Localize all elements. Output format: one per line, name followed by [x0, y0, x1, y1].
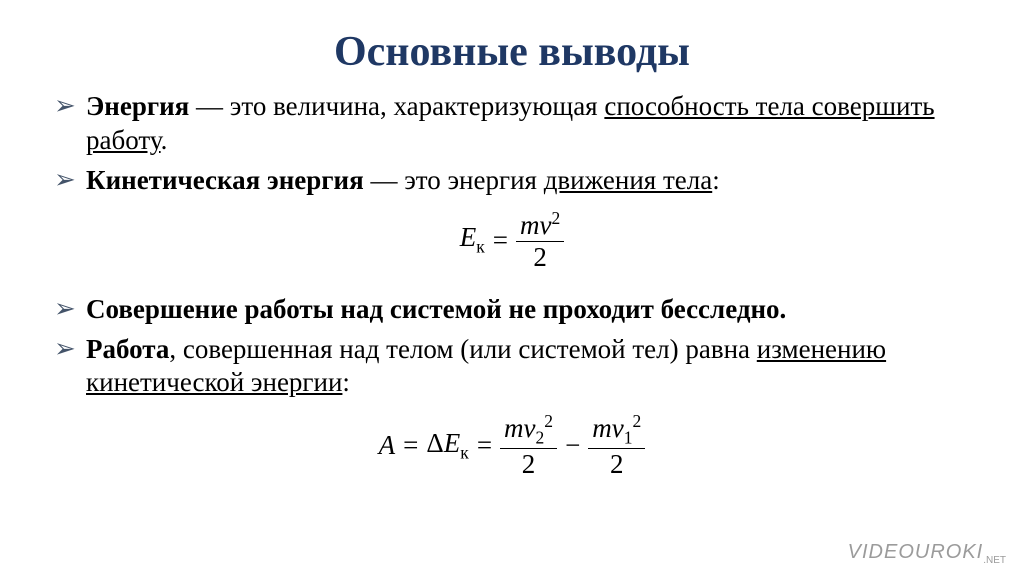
bullet-lead: Энергия	[86, 91, 189, 121]
f2-eq1: =	[403, 430, 418, 461]
f2-E: E	[444, 428, 461, 458]
bullet-tail: :	[712, 165, 720, 195]
list-item: Совершение работы над системой не проход…	[50, 293, 974, 327]
f2-t1v: v	[612, 413, 624, 443]
bullet-lead: Работа	[86, 334, 169, 364]
f2-t2m: m	[504, 413, 524, 443]
f1-m: m	[520, 210, 540, 240]
bullet-lead: Кинетическая энергия	[86, 165, 364, 195]
f1-eq: =	[493, 225, 508, 256]
f2-t1sup: 2	[633, 411, 642, 431]
f1-E: E	[460, 222, 477, 252]
bullet-mid: — это энергия	[364, 165, 544, 195]
slide-title: Основные выводы	[50, 28, 974, 76]
bullet-underlined: движения тела	[544, 165, 713, 195]
f2-t1den: 2	[588, 448, 645, 478]
f1-sup: 2	[551, 208, 560, 228]
watermark: VIDEOUROKI.NET	[848, 541, 1006, 566]
f2-A: A	[379, 430, 396, 461]
f2-delta: Δ	[426, 428, 443, 458]
f1-v: v	[540, 210, 552, 240]
list-item: Энергия — это величина, характеризующая …	[50, 90, 974, 158]
f2-Esub: к	[460, 442, 469, 462]
bullet-list: Энергия — это величина, характеризующая …	[50, 90, 974, 197]
bullet-mid: — это величина, характеризующая	[189, 91, 604, 121]
f1-sub: к	[476, 237, 485, 257]
slide: Основные выводы Энергия — это величина, …	[0, 0, 1024, 574]
f2-frac1: mv12 2	[588, 412, 645, 478]
f2-t1sub: 1	[624, 428, 633, 448]
f1-frac: mv2 2	[516, 209, 564, 271]
bullet-tail: .	[161, 125, 168, 155]
watermark-main: VIDEOUROKI	[848, 541, 984, 563]
f2-t2v: v	[524, 413, 536, 443]
bullet-list-2: Совершение работы над системой не проход…	[50, 293, 974, 400]
watermark-suffix: .NET	[983, 555, 1006, 566]
list-item: Кинетическая энергия — это энергия движе…	[50, 164, 974, 198]
formula-kinetic: Eк = mv2 2	[50, 209, 974, 271]
bullet-tail: :	[342, 367, 350, 397]
f2-frac2: mv22 2	[500, 412, 557, 478]
bullet-lead: Совершение работы над системой не проход…	[86, 294, 786, 324]
list-item: Работа, совершенная над телом (или систе…	[50, 333, 974, 401]
f1-den: 2	[516, 241, 564, 271]
formula-work: A = ΔEк = mv22 2 − mv12 2	[50, 412, 974, 478]
f2-t1m: m	[592, 413, 612, 443]
bullet-mid: , совершенная над телом (или системой те…	[169, 334, 756, 364]
f2-minus: −	[565, 430, 580, 461]
f2-t2den: 2	[500, 448, 557, 478]
f2-t2sub: 2	[536, 428, 545, 448]
f2-t2sup: 2	[544, 411, 553, 431]
f2-eq2: =	[477, 430, 492, 461]
